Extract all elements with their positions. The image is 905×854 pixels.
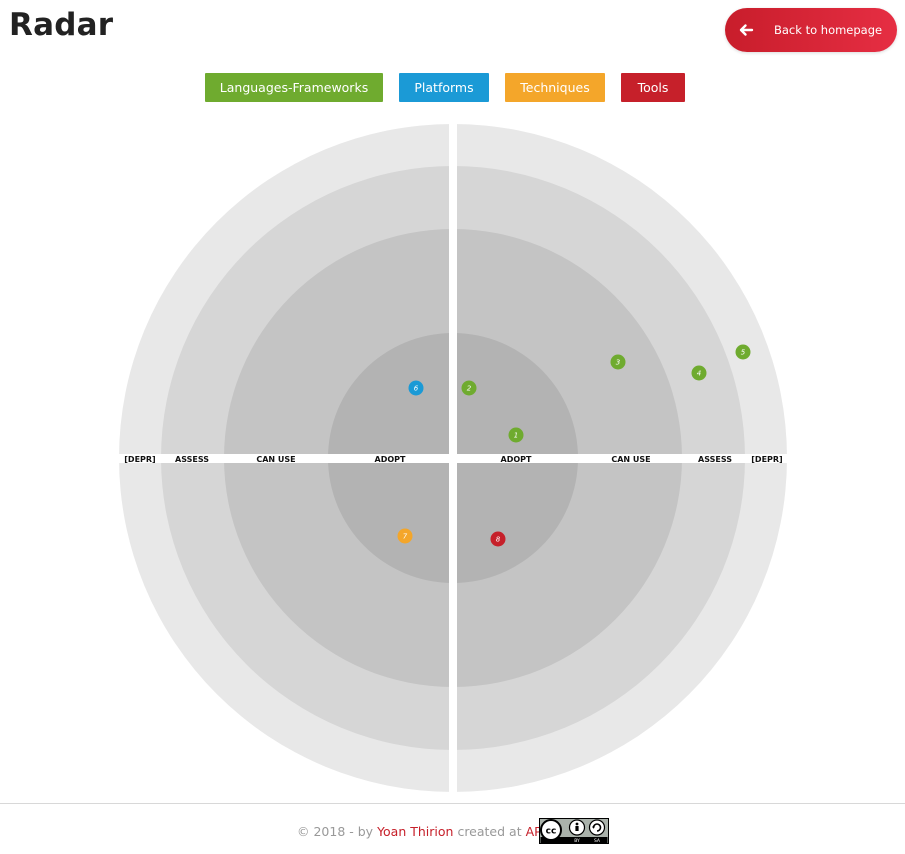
ring-label-adopt-left: ADOPT [375,455,406,464]
ring-label-assess-left: ASSESS [175,455,209,464]
org-link[interactable]: AP [525,824,542,839]
quadrant-button-languages-frameworks[interactable]: Languages-Frameworks [205,73,383,102]
arrow-left-icon [739,24,754,36]
ring-label-adopt-right: ADOPT [501,455,532,464]
blip-5[interactable]: 5 [735,344,751,360]
blip-7-number: 7 [403,533,408,541]
ring-label-depr-left: [DEPR] [124,455,155,464]
blip-3[interactable]: 3 [610,354,626,370]
blip-2-number: 2 [467,385,472,393]
blip-8-number: 8 [496,536,501,544]
footer-credits: © 2018 - by Yoan Thirion created at AP [297,824,542,839]
blip-1-number: 1 [514,432,518,440]
radar-chart: [DEPR] ASSESS CAN USE ADOPT ADOPT CAN US… [113,124,793,792]
blip-4-number: 4 [697,370,701,378]
quadrant-filter-bar: Languages-Frameworks Platforms Technique… [0,73,905,102]
ring-label-can-use-left: CAN USE [256,455,295,464]
cc-by-sa-icon[interactable]: cc BY SA [539,818,609,844]
quadrant-button-platforms[interactable]: Platforms [399,73,489,102]
footer-middle: created at [453,824,526,839]
page-title: Radar [9,7,114,43]
blip-8[interactable]: 8 [490,531,506,547]
blip-4[interactable]: 4 [691,365,707,381]
back-button-label: Back to homepage [774,23,883,37]
footer-divider [0,803,905,804]
blip-1[interactable]: 1 [508,427,524,443]
footer-prefix: © 2018 - by [297,824,378,839]
blip-2[interactable]: 2 [461,380,477,396]
blip-3-number: 3 [616,359,620,367]
ring-label-assess-right: ASSESS [698,455,732,464]
quadrant-button-techniques[interactable]: Techniques [505,73,605,102]
horizontal-divider [113,454,793,463]
cc-badge-by: BY [574,838,580,844]
blip-5-number: 5 [741,349,746,357]
cc-badge-cc: cc [546,827,557,837]
cc-badge-sa: SA [594,838,601,844]
ring-label-can-use-right: CAN USE [611,455,650,464]
author-link[interactable]: Yoan Thirion [377,824,454,839]
back-to-homepage-button[interactable]: Back to homepage [725,8,897,52]
blip-6-number: 6 [414,385,419,393]
quadrant-button-tools[interactable]: Tools [621,73,685,102]
blip-6[interactable]: 6 [408,380,424,396]
blip-7[interactable]: 7 [397,528,413,544]
ring-label-depr-right: [DEPR] [751,455,782,464]
